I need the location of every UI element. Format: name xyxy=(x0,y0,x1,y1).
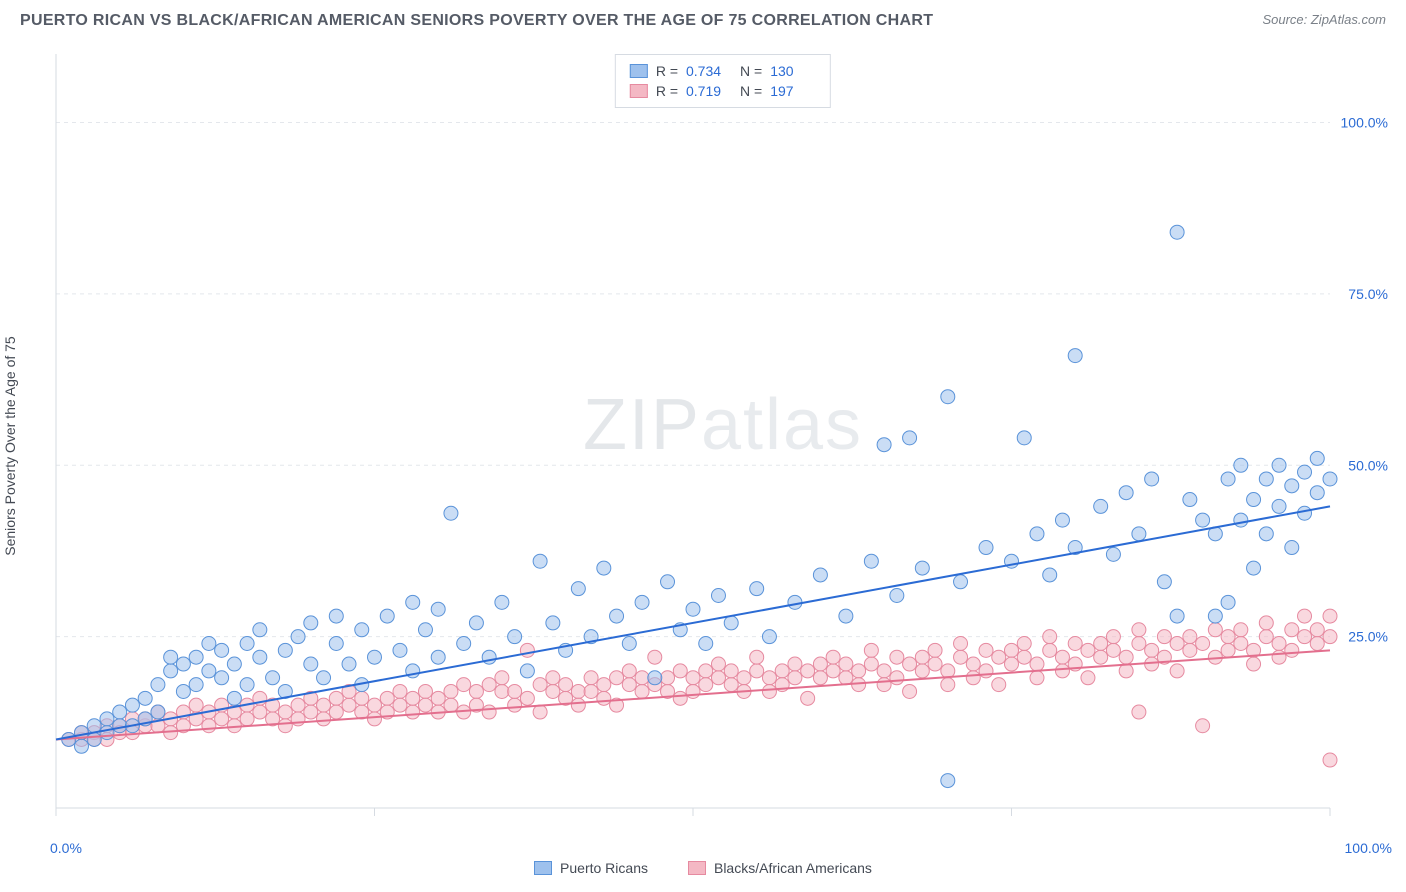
n-label: N = xyxy=(740,61,762,81)
stats-row-1: R = 0.734 N = 130 xyxy=(630,61,816,81)
legend-item-1: Puerto Ricans xyxy=(534,860,648,876)
r-value-1: 0.734 xyxy=(686,61,732,81)
x-axis-max-label: 100.0% xyxy=(1345,840,1392,856)
legend-label-2: Blacks/African Americans xyxy=(714,860,872,876)
r-label: R = xyxy=(656,81,678,101)
correlation-stats-box: R = 0.734 N = 130 R = 0.719 N = 197 xyxy=(615,54,831,108)
svg-text:50.0%: 50.0% xyxy=(1348,457,1388,473)
n-value-2: 197 xyxy=(770,81,816,101)
source-label: Source: ZipAtlas.com xyxy=(1262,12,1386,27)
chart-header: PUERTO RICAN VS BLACK/AFRICAN AMERICAN S… xyxy=(0,0,1406,36)
n-label: N = xyxy=(740,81,762,101)
r-value-2: 0.719 xyxy=(686,81,732,101)
scatter-chart: 25.0% 50.0% 75.0% 100.0% xyxy=(50,50,1396,832)
legend-item-2: Blacks/African Americans xyxy=(688,860,872,876)
plot-area: 25.0%50.0%75.0%100.0% ZIPatlas R = 0.734… xyxy=(50,50,1396,832)
svg-text:100.0%: 100.0% xyxy=(1341,115,1388,131)
r-label: R = xyxy=(656,61,678,81)
legend-swatch-2 xyxy=(688,861,706,875)
svg-text:75.0%: 75.0% xyxy=(1348,286,1388,302)
legend-swatch-1 xyxy=(534,861,552,875)
stats-row-2: R = 0.719 N = 197 xyxy=(630,81,816,101)
y-axis-label: Seniors Poverty Over the Age of 75 xyxy=(2,336,18,555)
swatch-series-1 xyxy=(630,64,648,78)
x-axis-min-label: 0.0% xyxy=(50,840,82,856)
chart-title: PUERTO RICAN VS BLACK/AFRICAN AMERICAN S… xyxy=(20,12,933,30)
n-value-1: 130 xyxy=(770,61,816,81)
bottom-legend: Puerto Ricans Blacks/African Americans xyxy=(0,860,1406,876)
swatch-series-2 xyxy=(630,84,648,98)
legend-label-1: Puerto Ricans xyxy=(560,860,648,876)
svg-text:25.0%: 25.0% xyxy=(1348,629,1388,645)
